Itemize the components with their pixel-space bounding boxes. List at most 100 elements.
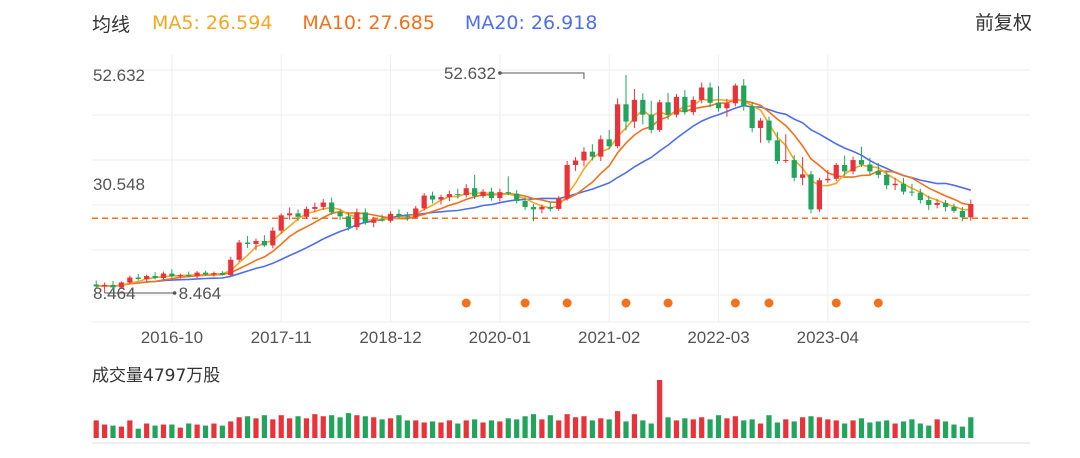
volume-bar <box>833 420 839 438</box>
candle-body <box>472 188 478 197</box>
volume-bar <box>774 422 780 438</box>
candle-body <box>354 212 360 228</box>
volume-bar <box>211 423 217 438</box>
volume-bar <box>177 427 183 438</box>
volume-bar <box>572 417 579 438</box>
candle-body <box>959 210 965 218</box>
volume-bar <box>329 415 335 438</box>
candle-body <box>429 195 436 200</box>
volume-bar <box>345 413 352 438</box>
volume-bar <box>244 416 251 438</box>
volume-bar <box>631 414 638 438</box>
candle-body <box>413 208 419 218</box>
candle-body <box>774 140 780 162</box>
candle-body <box>892 183 898 186</box>
volume-bar <box>278 415 284 438</box>
candle-body <box>900 183 907 192</box>
candle-body <box>497 192 503 199</box>
volume-bar <box>547 415 553 438</box>
max-leader-line <box>499 72 585 79</box>
candle-body <box>261 240 268 246</box>
event-marker <box>831 298 841 308</box>
candle-body <box>825 178 831 181</box>
candle-body <box>917 192 923 201</box>
volume-bar <box>261 415 268 438</box>
candle-body <box>757 120 764 128</box>
candle-body <box>522 201 528 207</box>
candle-body <box>177 275 183 277</box>
candle-body <box>934 202 940 205</box>
candle-body <box>875 171 881 175</box>
volume-bar <box>959 426 965 438</box>
candle-body <box>673 96 680 115</box>
candle-body <box>152 276 158 279</box>
candle-body <box>278 215 284 231</box>
max-leader-dot <box>498 71 502 75</box>
candle-body <box>202 272 209 275</box>
candle-body <box>951 206 957 211</box>
event-marker <box>663 298 673 308</box>
ma5-line <box>96 98 971 288</box>
candle-body <box>295 213 301 217</box>
candle-body <box>564 164 570 199</box>
event-marker <box>562 298 572 308</box>
volume-bar <box>429 421 436 438</box>
candle-body <box>396 213 402 217</box>
x-tick-label: 2023-04 <box>797 328 859 347</box>
x-tick-label: 2021-02 <box>578 328 640 347</box>
candle-body <box>337 212 343 217</box>
volume-bar <box>530 414 537 438</box>
candle-body <box>236 242 242 260</box>
volume-bar <box>707 419 713 438</box>
volume-bar <box>337 417 343 438</box>
volume-bar <box>783 419 789 438</box>
volume-bar <box>413 420 419 438</box>
volume-bar <box>749 419 755 438</box>
candle-body <box>690 99 696 113</box>
volume-bar <box>93 420 99 438</box>
ma20-label: MA20: 26.918 <box>464 12 598 34</box>
volume-bar <box>665 417 671 438</box>
volume-bar <box>270 419 276 438</box>
volume-bar <box>858 418 865 438</box>
candle-body <box>371 219 377 223</box>
candle-body <box>186 275 192 277</box>
volume-bar <box>514 419 520 438</box>
ma5-label: MA5: 26.594 <box>152 12 273 34</box>
volume-bar <box>732 416 738 438</box>
candle-body <box>118 282 125 288</box>
volume-bar <box>909 419 915 438</box>
volume-bar <box>623 421 629 438</box>
candle-body <box>749 106 755 128</box>
event-marker <box>873 298 883 308</box>
volume-bar <box>387 418 394 438</box>
candle-body <box>303 208 310 217</box>
candle-body <box>287 213 293 216</box>
candle-body <box>741 85 747 107</box>
candle-body <box>909 191 915 193</box>
volume-bar <box>867 422 873 438</box>
candle-body <box>833 164 839 179</box>
candle-body <box>858 160 865 165</box>
candle-body <box>598 139 604 157</box>
candle-body <box>438 197 444 200</box>
volume-bar <box>160 424 167 438</box>
candle-body <box>244 242 251 244</box>
candle-body <box>614 104 621 147</box>
candle-body <box>572 160 579 165</box>
price-adjust-toggle[interactable]: 前复权 <box>974 12 1032 34</box>
candle-body <box>253 240 259 244</box>
volume-bar <box>892 423 898 438</box>
volume-bar <box>598 418 604 438</box>
candle-body <box>102 284 108 287</box>
candle-body <box>530 206 537 210</box>
candle-body <box>539 206 545 210</box>
candle-body <box>926 200 932 205</box>
candle-body <box>665 102 671 115</box>
volume-bar <box>682 418 688 438</box>
volume-bar <box>522 416 528 438</box>
min-annotation: 8.464 <box>179 284 222 303</box>
volume-bar <box>219 425 225 438</box>
x-tick-label: 2022-03 <box>687 328 749 347</box>
